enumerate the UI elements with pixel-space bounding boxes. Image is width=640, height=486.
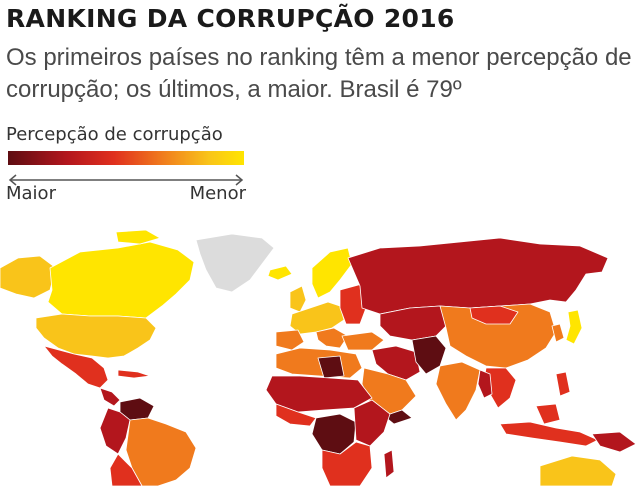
color-legend: Percepção de corrupção Maior Menor [6, 124, 246, 204]
region-russia [347, 237, 609, 315]
region-borneo [535, 403, 561, 425]
legend-arrow [6, 173, 246, 187]
region-uk [289, 285, 307, 313]
region-madagascar [383, 449, 395, 479]
region-east-africa [353, 399, 391, 447]
region-andes-north [99, 407, 131, 455]
region-south-america-central [109, 453, 143, 486]
region-india [435, 361, 481, 421]
region-china [439, 303, 557, 369]
region-west-africa [275, 403, 317, 427]
region-korea [551, 323, 565, 343]
region-scandinavia [311, 247, 353, 299]
region-caribbean [117, 369, 151, 379]
region-middle-east [371, 345, 421, 381]
region-philippines [555, 371, 571, 397]
map-subtitle: Os primeiros países no ranking têm a men… [6, 44, 632, 103]
region-libya [317, 355, 345, 379]
legend-label-max: Maior [6, 183, 56, 204]
region-myanmar [477, 369, 493, 399]
region-indonesia [499, 421, 599, 447]
region-iberia [275, 329, 305, 351]
legend-label-min: Menor [189, 183, 246, 204]
double-arrow-icon [8, 174, 244, 186]
region-japan [565, 309, 583, 345]
world-map [0, 229, 637, 486]
region-central-africa [311, 413, 357, 455]
region-papua [591, 431, 637, 453]
region-central-america [99, 387, 121, 407]
region-turkey [341, 331, 385, 351]
region-greenland [195, 233, 275, 293]
region-yemen [383, 409, 413, 425]
region-southern-africa [321, 441, 373, 486]
region-southern-europe [315, 327, 349, 349]
region-arctic-islands [115, 229, 161, 245]
map-title: RANKING DA CORRUPÇÃO 2016 [6, 4, 455, 33]
region-north-africa [275, 347, 363, 379]
region-australia [539, 455, 617, 486]
region-canada [47, 241, 195, 319]
legend-gradient-bar [8, 151, 244, 165]
region-mongolia [469, 305, 519, 325]
region-alaska [0, 255, 57, 299]
region-usa [35, 313, 157, 359]
region-brazil [125, 417, 197, 486]
region-iceland [267, 265, 293, 281]
legend-title: Percepção de corrupção [6, 124, 223, 145]
